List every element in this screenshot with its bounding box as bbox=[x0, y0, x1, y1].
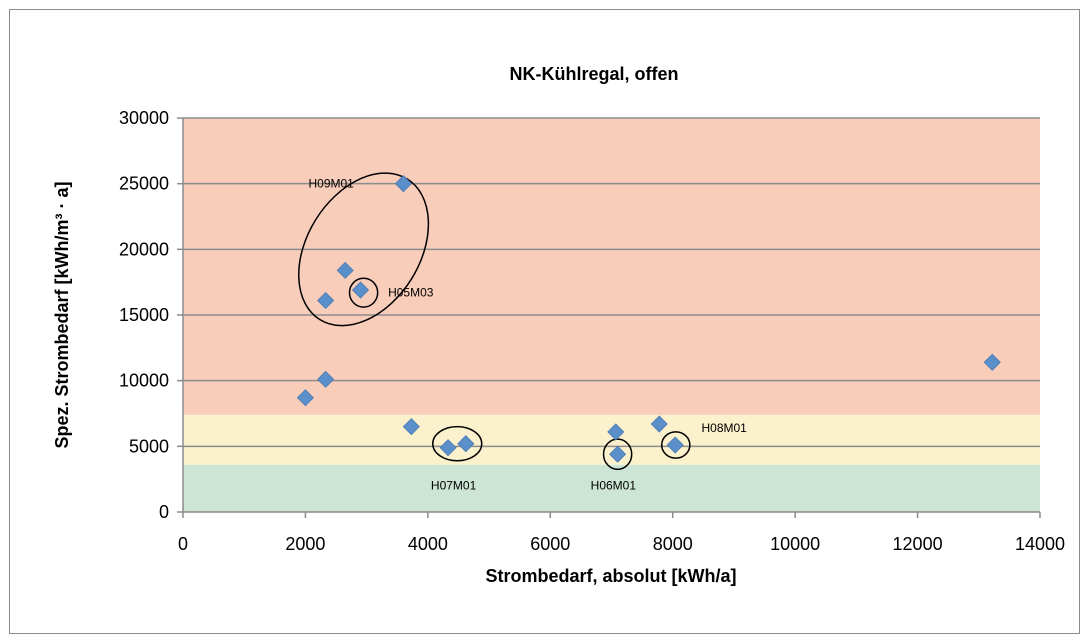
x-tick-labels: 0 2000 4000 6000 8000 10000 12000 14000 bbox=[178, 534, 1065, 554]
x-tick-label-3: 6000 bbox=[530, 534, 570, 554]
annotation-ellipse-H07M01 bbox=[432, 425, 483, 462]
y-tick-label-4: 20000 bbox=[119, 239, 169, 259]
annotation-ellipse-H05M03 bbox=[348, 277, 379, 308]
y-tick-labels: 0 5000 10000 15000 20000 25000 30000 bbox=[119, 108, 169, 522]
data-point-0 bbox=[296, 389, 314, 407]
annotation-label-H08M01: H08M01 bbox=[701, 421, 747, 435]
annotation-ellipse-H08M01 bbox=[660, 431, 691, 459]
y-tick-label-3: 15000 bbox=[119, 305, 169, 325]
gridlines bbox=[183, 117, 1040, 448]
x-tick-label-6: 12000 bbox=[893, 534, 943, 554]
chart-title: NK-Kühlregal, offen bbox=[510, 64, 679, 84]
y-tick-label-2: 10000 bbox=[119, 371, 169, 391]
annotation-label-H06M01: H06M01 bbox=[591, 479, 637, 493]
data-point-2 bbox=[317, 291, 335, 310]
background-bands bbox=[183, 118, 1040, 512]
data-point-1 bbox=[317, 370, 335, 388]
data-point-9 bbox=[607, 423, 625, 441]
x-tick-label-4: 8000 bbox=[653, 534, 693, 554]
x-tick-label-1: 2000 bbox=[285, 534, 325, 554]
data-point-5 bbox=[394, 175, 412, 193]
x-tick-label-2: 4000 bbox=[408, 534, 448, 554]
x-tick-label-5: 10000 bbox=[770, 534, 820, 554]
annotation-label-H07M01: H07M01 bbox=[431, 479, 477, 493]
y-tick-label-1: 5000 bbox=[129, 436, 169, 456]
data-point-6 bbox=[402, 418, 420, 436]
data-point-10 bbox=[609, 445, 627, 463]
y-tick-label-6: 30000 bbox=[119, 108, 169, 128]
x-tick-label-0: 0 bbox=[178, 534, 188, 554]
annotation-label-H05M03: H05M03 bbox=[388, 286, 434, 300]
data-point-11 bbox=[650, 415, 668, 433]
data-points bbox=[296, 175, 1001, 463]
data-point-3 bbox=[336, 261, 354, 279]
y-axis-title: Spez. Strombedarf [kWh/m³ · a] bbox=[52, 181, 72, 448]
data-point-8 bbox=[457, 435, 475, 453]
x-axis-title: Strombedarf, absolut [kWh/a] bbox=[485, 566, 736, 586]
band-0 bbox=[183, 464, 1040, 512]
y-tick-label-5: 25000 bbox=[119, 174, 169, 194]
axes bbox=[177, 117, 1041, 518]
data-point-12 bbox=[666, 436, 684, 454]
y-tick-label-0: 0 bbox=[159, 502, 169, 522]
data-point-4 bbox=[351, 281, 370, 299]
annotation-label-H09M01: H09M01 bbox=[308, 177, 354, 191]
annotation-ellipse-H06M01 bbox=[602, 438, 633, 471]
band-2 bbox=[183, 118, 1040, 415]
data-point-13 bbox=[983, 353, 1001, 371]
x-tick-label-7: 14000 bbox=[1015, 534, 1065, 554]
data-point-7 bbox=[439, 439, 457, 457]
annotation-labels: H09M01 H05M03 H07M01 H06M01 H08M01 bbox=[308, 177, 747, 493]
